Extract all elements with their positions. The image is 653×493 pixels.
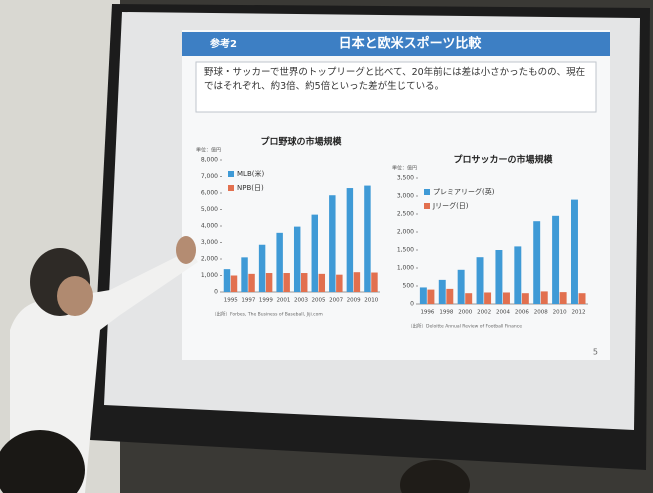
bar (248, 274, 254, 292)
bar (336, 275, 342, 292)
presenter-face (57, 276, 93, 316)
bar (560, 292, 567, 304)
bar (477, 257, 484, 304)
bar (571, 200, 578, 304)
bar (231, 276, 237, 293)
chart-title: プロサッカーの市場規模 (453, 154, 553, 166)
legend-label: Jリーグ(日) (432, 201, 469, 210)
slide-tag: 参考2 (210, 37, 237, 50)
slide-title: 日本と欧米スポーツ比較 (339, 36, 483, 52)
y-tick-label: 1,000 (201, 272, 218, 279)
bar (241, 257, 247, 292)
bar (283, 273, 289, 292)
legend-label: MLB(米) (237, 169, 264, 178)
y-tick-label: 8,000 (201, 157, 218, 164)
y-tick-label: 2,000 (201, 256, 218, 263)
legend-swatch (424, 203, 430, 209)
page-number: 5 (593, 348, 598, 357)
bar (354, 272, 360, 292)
x-tick-label: 2010 (364, 298, 378, 304)
bar (465, 293, 472, 304)
bar (420, 287, 427, 304)
x-tick-label: 2002 (477, 310, 491, 316)
bar (439, 280, 446, 304)
x-tick-label: 2006 (515, 310, 529, 316)
x-tick-label: 2005 (312, 298, 326, 304)
bar (364, 186, 370, 292)
x-tick-label: 1995 (224, 298, 238, 304)
x-tick-label: 2001 (276, 298, 290, 304)
bar (259, 245, 265, 292)
y-tick-label: 6,000 (201, 190, 218, 197)
y-tick-label: 3,000 (397, 193, 414, 200)
bar (347, 188, 353, 292)
x-tick-label: 2003 (294, 298, 308, 304)
y-tick-label: 5,000 (201, 206, 218, 213)
y-tick-label: 0 (214, 289, 218, 296)
chart-title: プロ野球の市場規模 (260, 136, 342, 148)
bar (294, 227, 300, 292)
bar (329, 195, 335, 292)
bar (371, 273, 377, 292)
y-tick-label: 1,000 (397, 265, 414, 272)
x-tick-label: 2000 (458, 310, 472, 316)
x-tick-label: 2008 (534, 310, 548, 316)
bar (266, 273, 272, 292)
y-axis-label: 単位：億円 (392, 165, 417, 172)
y-tick-label: 0 (410, 301, 414, 308)
x-tick-label: 1997 (241, 298, 255, 304)
legend-label: NPB(日) (237, 184, 264, 192)
bar (312, 215, 318, 292)
bar (301, 273, 307, 292)
presenter-hand (176, 236, 196, 264)
y-tick-label: 500 (403, 283, 415, 290)
y-tick-label: 2,500 (397, 211, 414, 218)
bar (541, 291, 548, 304)
source-note: （出所）Deloitte Annual Review of Football F… (408, 323, 522, 330)
bar (533, 221, 540, 304)
x-tick-label: 1999 (259, 298, 273, 304)
legend-label: プレミアリーグ(英) (433, 187, 495, 196)
bar (276, 233, 282, 292)
bar (552, 216, 559, 304)
y-axis-label: 単位：億円 (196, 147, 221, 154)
y-tick-label: 4,000 (201, 223, 218, 230)
bar (522, 293, 529, 304)
x-tick-label: 1998 (439, 310, 453, 316)
x-tick-label: 2009 (347, 298, 361, 304)
legend-swatch (228, 185, 234, 191)
bar (579, 293, 586, 304)
y-tick-label: 3,500 (397, 175, 414, 182)
bar (427, 290, 434, 304)
x-tick-label: 2010 (553, 310, 567, 316)
scene: 参考2 日本と欧米スポーツ比較 野球・サッカーで世界のトップリーグと比べて、20… (0, 0, 653, 493)
bar (319, 274, 325, 292)
x-tick-label: 1996 (420, 310, 434, 316)
bullet-wrap: 野球・サッカーで世界のトップリーグと比べて、20年前には差は小さかったものの、現… (204, 66, 590, 110)
y-tick-label: 7,000 (201, 173, 218, 180)
bar (484, 292, 491, 304)
page: { "slide": { "tag": "参考2", "title": "日本と… (0, 0, 653, 493)
bullet-text: 野球・サッカーで世界のトップリーグと比べて、20年前には差は小さかったものの、現… (204, 66, 590, 94)
bar (495, 250, 502, 304)
legend-swatch (424, 189, 430, 195)
y-tick-label: 3,000 (201, 239, 218, 246)
y-tick-label: 2,000 (397, 229, 414, 236)
bar (503, 292, 510, 304)
x-tick-label: 2004 (496, 310, 510, 316)
y-tick-label: 1,500 (397, 247, 414, 254)
x-tick-label: 2007 (329, 298, 343, 304)
legend-swatch (228, 171, 234, 177)
source-note: （出所）Forbes, The Business of Baseball, Ji… (212, 311, 323, 318)
x-tick-label: 2012 (572, 310, 586, 316)
bar (458, 270, 465, 304)
bar (446, 289, 453, 304)
bar (224, 269, 230, 292)
bar (514, 246, 521, 304)
